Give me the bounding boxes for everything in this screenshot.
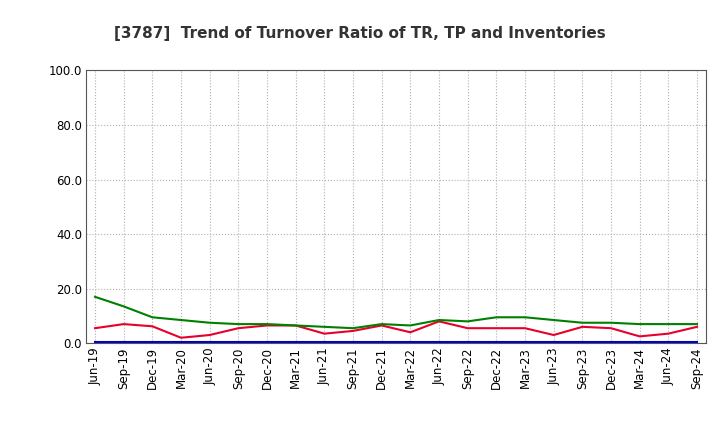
Trade Receivables <box>205 332 214 337</box>
Trade Receivables <box>91 326 99 331</box>
Trade Receivables <box>348 328 357 334</box>
Inventories <box>263 322 271 327</box>
Trade Payables <box>205 339 214 345</box>
Inventories <box>664 322 672 327</box>
Trade Receivables <box>377 323 386 328</box>
Trade Receivables <box>521 326 529 331</box>
Inventories <box>292 323 300 328</box>
Trade Receivables <box>292 323 300 328</box>
Inventories <box>120 304 128 309</box>
Inventories <box>693 322 701 327</box>
Inventories <box>348 326 357 331</box>
Trade Payables <box>348 339 357 345</box>
Trade Receivables <box>492 326 500 331</box>
Trade Receivables <box>635 334 644 339</box>
Trade Receivables <box>234 326 243 331</box>
Inventories <box>176 317 185 323</box>
Inventories <box>205 320 214 326</box>
Trade Payables <box>664 339 672 345</box>
Trade Receivables <box>120 322 128 327</box>
Trade Receivables <box>320 331 328 336</box>
Trade Payables <box>406 339 415 345</box>
Trade Payables <box>607 339 616 345</box>
Inventories <box>435 317 444 323</box>
Trade Payables <box>91 339 99 345</box>
Trade Receivables <box>549 332 558 337</box>
Inventories <box>635 322 644 327</box>
Trade Receivables <box>578 324 587 330</box>
Trade Payables <box>234 339 243 345</box>
Inventories <box>521 315 529 320</box>
Inventories <box>320 324 328 330</box>
Trade Payables <box>549 339 558 345</box>
Line: Trade Receivables: Trade Receivables <box>95 321 697 338</box>
Trade Payables <box>120 339 128 345</box>
Trade Payables <box>292 339 300 345</box>
Trade Payables <box>435 339 444 345</box>
Trade Receivables <box>664 331 672 336</box>
Trade Receivables <box>176 335 185 341</box>
Trade Payables <box>377 339 386 345</box>
Trade Receivables <box>435 319 444 324</box>
Trade Payables <box>693 339 701 345</box>
Trade Payables <box>578 339 587 345</box>
Inventories <box>492 315 500 320</box>
Inventories <box>377 322 386 327</box>
Trade Payables <box>521 339 529 345</box>
Trade Payables <box>148 339 157 345</box>
Trade Payables <box>263 339 271 345</box>
Inventories <box>148 315 157 320</box>
Inventories <box>406 323 415 328</box>
Trade Receivables <box>607 326 616 331</box>
Trade Receivables <box>464 326 472 331</box>
Trade Payables <box>320 339 328 345</box>
Inventories <box>607 320 616 326</box>
Inventories <box>91 294 99 300</box>
Trade Payables <box>635 339 644 345</box>
Trade Payables <box>176 339 185 345</box>
Inventories <box>464 319 472 324</box>
Inventories <box>578 320 587 326</box>
Text: [3787]  Trend of Turnover Ratio of TR, TP and Inventories: [3787] Trend of Turnover Ratio of TR, TP… <box>114 26 606 41</box>
Trade Receivables <box>693 324 701 330</box>
Trade Receivables <box>263 323 271 328</box>
Inventories <box>549 317 558 323</box>
Trade Payables <box>492 339 500 345</box>
Line: Inventories: Inventories <box>95 297 697 328</box>
Inventories <box>234 322 243 327</box>
Trade Receivables <box>148 324 157 329</box>
Trade Payables <box>464 339 472 345</box>
Trade Receivables <box>406 330 415 335</box>
